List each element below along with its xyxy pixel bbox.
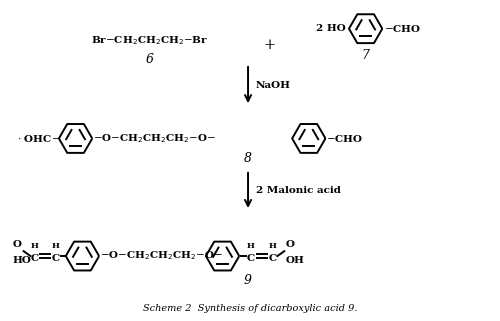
Text: $-$CHO: $-$CHO	[326, 133, 364, 144]
Text: +: +	[264, 38, 276, 52]
Text: C: C	[247, 254, 255, 263]
Text: 6: 6	[146, 53, 154, 65]
Text: H: H	[268, 242, 276, 250]
Text: O: O	[286, 240, 294, 249]
Text: 2 Malonic acid: 2 Malonic acid	[256, 186, 341, 195]
Text: Scheme 2  Synthesis of dicarboxylic acid 9.: Scheme 2 Synthesis of dicarboxylic acid …	[143, 305, 357, 314]
Text: OH: OH	[286, 256, 304, 265]
Text: H: H	[247, 242, 255, 250]
Text: H: H	[52, 242, 60, 250]
Text: 8: 8	[244, 152, 252, 165]
Text: $-$CHO: $-$CHO	[384, 23, 422, 34]
Text: HO: HO	[13, 256, 32, 265]
Text: C: C	[268, 254, 276, 263]
Text: NaOH: NaOH	[256, 81, 291, 90]
Text: C: C	[30, 254, 38, 263]
Text: O: O	[13, 240, 22, 249]
Text: $\cdot$ OHC$-$: $\cdot$ OHC$-$	[17, 133, 60, 144]
Text: 7: 7	[362, 49, 370, 62]
Text: 2 HO: 2 HO	[316, 24, 346, 33]
Text: Br$-$CH$_2$CH$_2$CH$_2$$-$Br: Br$-$CH$_2$CH$_2$CH$_2$$-$Br	[92, 34, 208, 47]
Text: $-$O$-$CH$_2$CH$_2$CH$_2$$-$O$-$: $-$O$-$CH$_2$CH$_2$CH$_2$$-$O$-$	[93, 132, 216, 145]
Text: H: H	[30, 242, 38, 250]
Text: 9: 9	[244, 274, 252, 287]
Text: $-$O$-$CH$_2$CH$_2$CH$_2$$-$O$-$: $-$O$-$CH$_2$CH$_2$CH$_2$$-$O$-$	[100, 250, 223, 263]
Text: C: C	[52, 254, 60, 263]
